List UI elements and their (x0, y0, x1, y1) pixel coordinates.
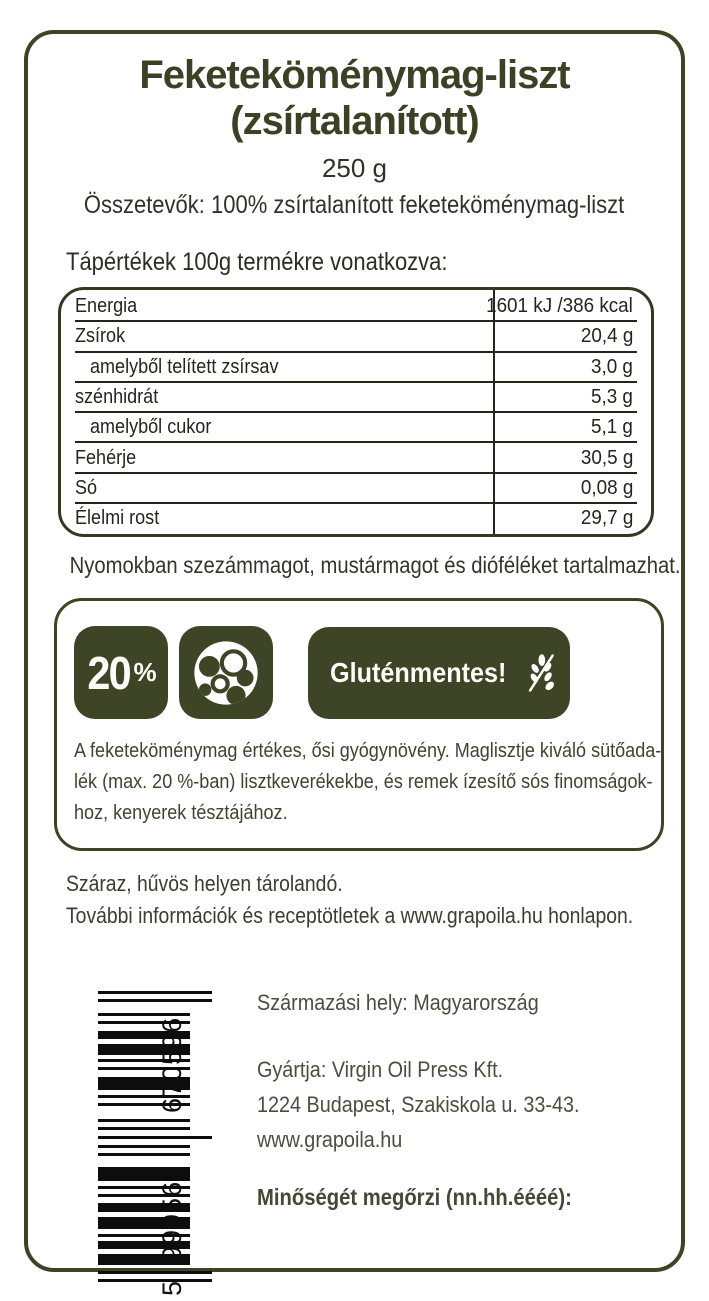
barcode-bar (98, 1031, 190, 1039)
barcode-bar (98, 1013, 190, 1016)
producer-line1: Gyártja: Virgin Oil Press Kft. (257, 1057, 504, 1082)
producer-line2: 1224 Budapest, Szakiskola u. 33-43. (257, 1092, 580, 1117)
barcode-bar (98, 991, 212, 994)
nutrition-row-cukor: amelyből cukor 5,1 g (75, 413, 637, 444)
nutrition-row-szenhidrat: szénhidrát 5,3 g (75, 383, 637, 414)
more-info-line: További információk és receptötletek a w… (66, 903, 634, 929)
badge-row: 20% Gluténmentes! (74, 626, 645, 720)
barcode-bar (98, 1095, 190, 1098)
nutrition-row-telitett-zsirsav: amelyből telített zsírsav 3,0 g (75, 353, 637, 383)
nutrition-heading: Tápértékek 100g termékre vonatkozva: (66, 248, 448, 276)
ingredients-line: Összetevők: 100% zsírtalanított feketekö… (84, 191, 625, 219)
nutrition-row-zsirok: Zsírok 20,4 g (75, 322, 637, 353)
barcode-bar (98, 1234, 190, 1237)
barcode-bar (98, 1194, 190, 1197)
footer-text: Származási hely: Magyarország Gyártja: V… (257, 987, 677, 1213)
gluten-free-badge: Gluténmentes! (308, 626, 570, 719)
barcode: 670596 999566 5 (98, 991, 228, 1301)
seeds-dough-icon-svg (194, 641, 258, 705)
producer-block: Gyártja: Virgin Oil Press Kft. 1224 Buda… (257, 1052, 677, 1157)
nutrition-table: Energia 1601 kJ /386 kcal Zsírok 20,4 g … (58, 287, 654, 538)
percent-sign: % (133, 657, 157, 688)
barcode-bar (98, 1059, 190, 1062)
barcode-bar (98, 1241, 190, 1249)
barcode-bar (98, 1167, 190, 1181)
info-box: 20% Gluténmentes! (54, 598, 664, 852)
max-20-percent-badge: 20% (74, 626, 168, 720)
barcode-bar (98, 1203, 190, 1212)
product-description: A feketeköménymag értékes, ősi gyógynövé… (74, 739, 662, 825)
product-label: Feketeköménymag-liszt (zsírtalanított) 2… (24, 30, 685, 1296)
product-title-line1: Feketeköménymag-liszt (139, 53, 570, 97)
barcode-bar (98, 1103, 190, 1106)
barcode-bar (98, 1021, 190, 1024)
nutrition-row-elelmi-rost: Élelmi rost 29,7 g (75, 506, 634, 530)
product-title-line2: (zsírtalanított) (230, 99, 479, 143)
barcode-bar (98, 1127, 190, 1130)
allergen-note: Nyomokban szezámmagot, mustármagot és di… (69, 552, 681, 579)
barcode-bar (98, 1186, 190, 1189)
barcode-bar (98, 1077, 190, 1090)
barcode-bar (98, 999, 212, 1002)
net-weight: 250 g (321, 153, 388, 183)
barcode-bar (98, 1279, 212, 1282)
barcode-bar (98, 1271, 212, 1274)
barcode-bar (98, 1145, 190, 1148)
barcode-bar (98, 1153, 190, 1156)
storage-instruction: Száraz, hűvös helyen tárolandó. (66, 871, 343, 897)
nutrition-row-feherje: Fehérje 30,5 g (75, 443, 637, 474)
barcode-bar (98, 1067, 190, 1070)
barcode-bar (98, 1044, 190, 1055)
table-column-divider (492, 290, 496, 535)
barcode-digit-first: 5 (157, 1279, 187, 1296)
product-title: Feketeköménymag-liszt (zsírtalanított) (28, 52, 681, 144)
barcode-bar (98, 1136, 212, 1139)
best-before-line: Minőségét megőrzi (nn.hh.éééé): (257, 1184, 572, 1210)
seeds-dough-icon (179, 626, 273, 720)
origin-line: Származási hely: Magyarország (257, 990, 539, 1015)
barcode-bar (98, 1217, 190, 1229)
barcode-bar (98, 1119, 190, 1122)
percent-number: 20 (87, 646, 132, 699)
barcode-bar (98, 1254, 190, 1265)
nutrition-row-so: Só 0,08 g (75, 474, 637, 505)
gluten-free-label: Gluténmentes! (330, 656, 507, 688)
crossed-wheat-icon (528, 654, 555, 692)
producer-website: www.grapoila.hu (257, 1127, 403, 1152)
nutrition-row-energia: Energia 1601 kJ /386 kcal (75, 292, 637, 323)
